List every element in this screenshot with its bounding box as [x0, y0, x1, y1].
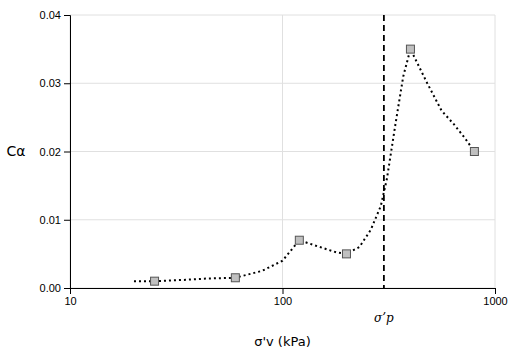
- data-point: [342, 250, 350, 258]
- y-axis-tick-label: 0.04: [40, 9, 61, 21]
- x-axis-tick-mark: [495, 288, 496, 294]
- x-axis-tick-label: 1000: [483, 295, 507, 307]
- y-axis-tick-label: 0.02: [40, 146, 61, 158]
- x-axis-tick-mark: [283, 288, 284, 294]
- y-axis-tick: 0.01: [40, 214, 70, 226]
- chart-container: 10 100 1000 0.00 0.01 0.02 0.03 0.04 σ’p σ'v (kPa…: [0, 0, 517, 356]
- texts: σ’p σ'v (kPa) Cα: [6, 143, 394, 350]
- grid-line-y: [70, 151, 495, 152]
- data-point: [406, 45, 414, 53]
- x-axis-tick-label: 100: [274, 295, 292, 307]
- data-point: [151, 277, 159, 285]
- grid-line-y: [70, 15, 495, 16]
- chart-svg: 10 100 1000 0.00 0.01 0.02 0.03 0.04 σ’p σ'v (kPa…: [0, 0, 517, 356]
- x-axis-title: σ'v (kPa): [254, 334, 311, 349]
- y-axis-tick-label: 0.03: [40, 77, 61, 89]
- curve: [134, 49, 474, 281]
- y-axis-tick-mark: [64, 220, 70, 221]
- x-axis-tick: 100: [274, 288, 292, 307]
- y-axis-tick: 0.03: [40, 77, 70, 89]
- x-axis-tick: 1000: [483, 288, 507, 307]
- y-axis-tick-label: 0.01: [40, 214, 61, 226]
- y-axis-tick-mark: [64, 288, 70, 289]
- marks: [134, 15, 478, 288]
- x-axis-tick-label: 10: [64, 295, 76, 307]
- y-axis-title: Cα: [6, 143, 25, 159]
- y-axis-tick-label: 0.00: [40, 282, 61, 294]
- reference-line: [383, 15, 385, 288]
- y-axis-tick-mark: [64, 15, 70, 16]
- y-axis-domain: [64, 16, 71, 289]
- data-point: [231, 274, 239, 282]
- data-point: [470, 148, 478, 156]
- plot-area: 10 100 1000 0.00 0.01 0.02 0.03 0.04: [40, 9, 508, 307]
- grid: [70, 15, 495, 288]
- grid-line-y: [70, 219, 495, 220]
- grid-line-y: [70, 83, 495, 84]
- x-axis-domain: [71, 289, 496, 295]
- y-axis-tick: 0.02: [40, 146, 70, 158]
- x-axis: 10 100 1000: [64, 288, 507, 307]
- data-point: [295, 236, 303, 244]
- x-axis-tick: 10: [64, 288, 76, 307]
- y-axis-tick: 0.00: [40, 282, 70, 294]
- y-axis-tick-mark: [64, 83, 70, 84]
- y-axis-tick: 0.04: [40, 9, 70, 21]
- annotation: σ’p: [374, 311, 394, 325]
- y-axis-tick-mark: [64, 152, 70, 153]
- y-axis: 0.00 0.01 0.02 0.03 0.04: [40, 9, 71, 294]
